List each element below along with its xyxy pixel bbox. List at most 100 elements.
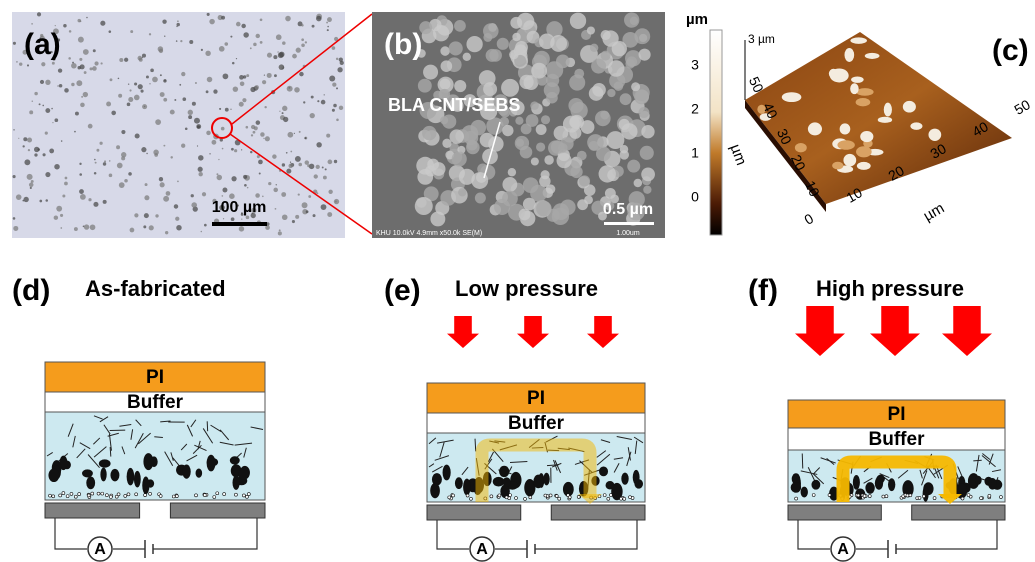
particle: [188, 115, 192, 119]
particle: [54, 164, 59, 169]
particle: [196, 124, 201, 129]
cnt-dot: [452, 494, 455, 497]
particle: [146, 75, 149, 78]
ammeter-label: A: [837, 541, 849, 558]
particle: [312, 25, 315, 28]
particle: [143, 225, 146, 228]
particle: [166, 191, 171, 196]
grain: [508, 168, 516, 176]
cnt-dot: [109, 495, 112, 498]
particle: [251, 125, 255, 129]
particle: [109, 160, 111, 162]
particle: [322, 167, 324, 169]
particle: [195, 82, 197, 84]
particle: [282, 112, 284, 114]
cnt-dot: [980, 497, 983, 500]
grain: [627, 160, 640, 173]
cnt-dot: [59, 494, 62, 497]
peak: [782, 92, 802, 102]
particle: [264, 106, 266, 108]
grain: [641, 125, 654, 138]
cnt-cluster: [923, 486, 929, 502]
particle: [118, 94, 122, 98]
particle: [42, 105, 44, 107]
particle: [18, 138, 19, 139]
grain: [544, 155, 553, 164]
grain: [634, 89, 649, 104]
particle: [65, 177, 68, 180]
cnt-cluster: [430, 483, 440, 498]
grain: [480, 133, 495, 148]
particle: [283, 117, 288, 122]
grain: [515, 136, 529, 150]
cnt-cluster: [791, 482, 801, 492]
particle: [236, 58, 237, 59]
cnt-dot: [62, 492, 65, 495]
cnt-dot: [509, 494, 512, 497]
particle: [242, 98, 246, 102]
grain: [486, 117, 503, 134]
particle: [311, 96, 314, 99]
particle: [149, 83, 150, 84]
peak: [856, 146, 872, 157]
particle: [92, 66, 97, 71]
y-axis-label: µm: [727, 142, 750, 168]
z-label: 3 µm: [748, 32, 775, 46]
particle: [222, 187, 227, 192]
particle: [282, 214, 288, 220]
particle: [263, 138, 264, 139]
cnt-cluster: [875, 477, 883, 490]
particle: [79, 163, 81, 165]
particle: [298, 193, 300, 195]
particle: [58, 68, 62, 72]
particle: [221, 127, 225, 131]
grain: [601, 51, 611, 61]
particle: [62, 194, 65, 197]
particle: [207, 77, 213, 83]
cnt-cluster: [606, 481, 615, 490]
cnt-dot: [70, 492, 73, 495]
grain: [536, 124, 547, 135]
grain: [422, 126, 436, 140]
particle: [189, 40, 193, 44]
peak: [850, 83, 859, 94]
grain: [560, 137, 573, 150]
electrode: [551, 505, 645, 520]
cnt-cluster: [443, 465, 451, 481]
particle: [174, 99, 176, 101]
particle: [74, 227, 78, 231]
particle: [45, 108, 50, 113]
particle: [219, 108, 221, 110]
particle: [27, 174, 33, 180]
cnt-cluster: [853, 475, 860, 490]
grain: [475, 193, 486, 204]
particle: [83, 92, 88, 97]
particle: [30, 187, 32, 189]
circuit-wire: [437, 520, 637, 549]
grain: [577, 151, 587, 161]
particle: [88, 198, 91, 201]
particle: [180, 40, 182, 42]
particle: [275, 208, 277, 210]
particle: [79, 58, 82, 61]
particle: [141, 147, 146, 152]
particle: [13, 217, 16, 220]
particle: [176, 40, 178, 42]
particle: [90, 67, 93, 70]
grain: [449, 129, 464, 144]
particle: [144, 195, 149, 200]
grain: [620, 145, 628, 153]
particle: [321, 100, 326, 105]
particle: [197, 145, 198, 146]
particle: [93, 202, 98, 207]
particle: [306, 210, 309, 213]
cnt-cluster: [865, 482, 874, 494]
particle: [329, 76, 335, 82]
particle: [159, 177, 163, 181]
panel-label: (d): [12, 274, 50, 307]
particle: [326, 22, 328, 24]
particle: [81, 96, 83, 98]
grain: [590, 44, 598, 52]
grain: [430, 212, 445, 227]
peak: [843, 154, 856, 167]
